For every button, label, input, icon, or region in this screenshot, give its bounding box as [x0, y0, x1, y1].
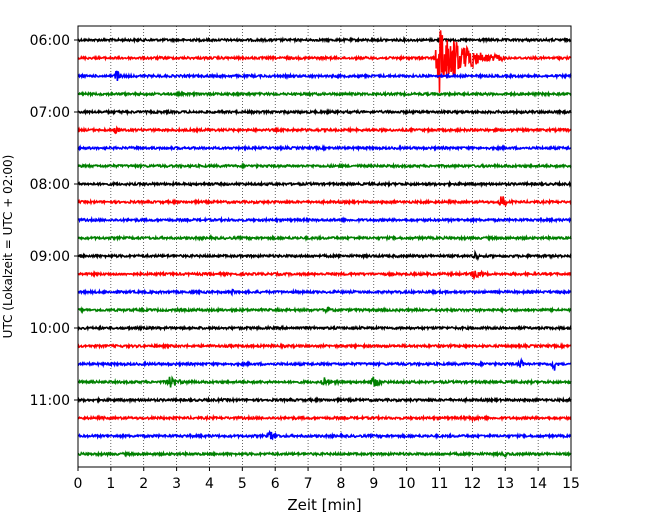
trace-1145: [77, 449, 572, 459]
trace-1130: [77, 429, 572, 441]
x-tick-label: 1: [106, 476, 115, 492]
trace-0615: [77, 30, 572, 93]
x-tick-label: 14: [529, 476, 547, 492]
plot-frame: [77, 25, 572, 468]
trace-0830: [78, 215, 572, 225]
y-axis: 06:00 07:00 08:00 09:00 10:00 11:00: [30, 33, 78, 409]
x-tick-label: 4: [205, 476, 214, 492]
trace-0945: [77, 305, 572, 315]
trace-0630: [77, 70, 572, 82]
x-tick-label: 0: [74, 476, 83, 492]
y-axis-label: UTC (Lokalzeit = UTC + 02:00): [1, 155, 15, 339]
trace-0745: [77, 161, 572, 170]
y-tick-label: 06:00: [30, 33, 70, 49]
trace-0815: [77, 196, 572, 208]
y-tick-label: 09:00: [30, 249, 70, 265]
trace-0800: [77, 179, 572, 189]
x-tick-label: 2: [139, 476, 148, 492]
trace-0700: [77, 107, 572, 117]
traces: [77, 30, 572, 459]
trace-0900: [77, 249, 572, 262]
x-axis-label: Zeit [min]: [287, 496, 361, 514]
y-tick-label: 08:00: [30, 177, 70, 193]
trace-0600: [77, 35, 572, 44]
x-axis: 0 1 2 3 4 5 6 7 8 9 10 11 12 13 14 15: [74, 467, 580, 492]
trace-0730: [77, 144, 572, 152]
y-tick-label: 10:00: [30, 321, 70, 337]
x-tick-label: 3: [172, 476, 181, 492]
trace-0845: [77, 233, 572, 242]
trace-1115: [77, 413, 572, 423]
trace-0645: [77, 89, 572, 98]
trace-1015: [77, 342, 572, 351]
x-tick-label: 11: [431, 476, 449, 492]
trace-1045: [77, 375, 572, 388]
trace-1030: [77, 357, 572, 371]
trace-1000: [77, 324, 572, 332]
x-tick-label: 12: [463, 476, 481, 492]
trace-1100: [77, 395, 572, 404]
x-tick-label: 6: [271, 476, 280, 492]
x-tick-label: 13: [496, 476, 514, 492]
x-tick-label: 9: [369, 476, 378, 492]
x-tick-label: 10: [398, 476, 416, 492]
x-tick-label: 7: [304, 476, 313, 492]
x-tick-label: 5: [238, 476, 247, 492]
x-tick-label: 15: [562, 476, 580, 492]
x-tick-label: 8: [336, 476, 345, 492]
trace-0915: [77, 269, 572, 281]
y-tick-label: 07:00: [30, 105, 70, 121]
y-tick-label: 11:00: [30, 393, 70, 409]
trace-0930: [77, 287, 572, 297]
trace-0715: [77, 125, 572, 135]
